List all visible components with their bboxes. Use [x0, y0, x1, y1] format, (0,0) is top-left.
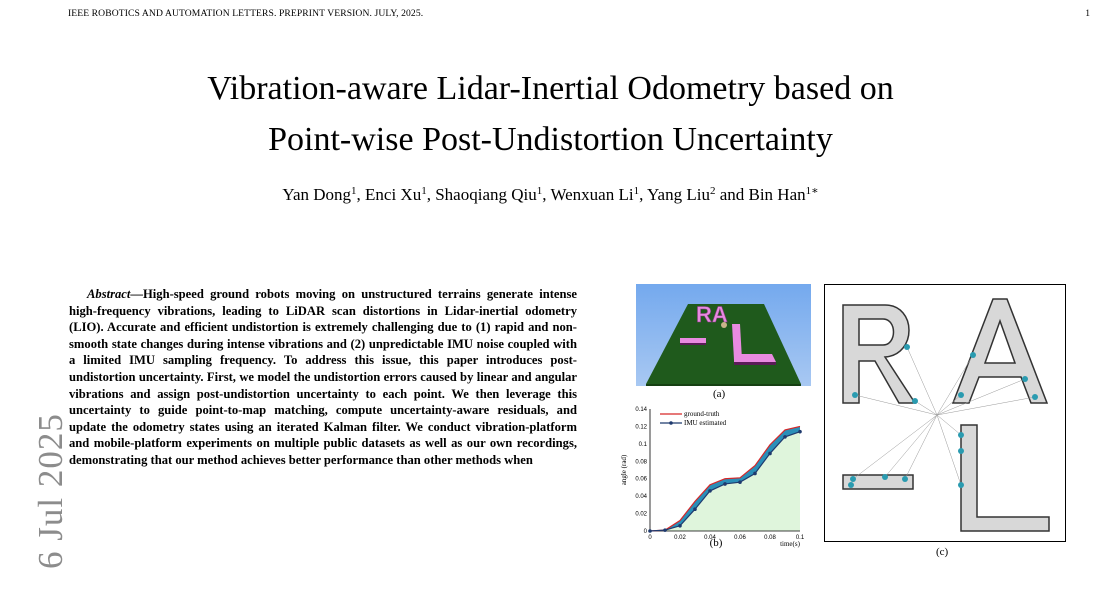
ral-map	[842, 298, 1050, 532]
angle-chart: 0 0.02 0.04 0.06 0.08 0.1 0 0.02 0.04 0.06 0.08 0.1…	[620, 407, 805, 549]
chart-data-point	[663, 528, 667, 532]
scene-bar	[680, 338, 706, 343]
chart-data-point	[738, 480, 742, 484]
chart-area-under-estimate	[650, 431, 800, 531]
chart-x-tick-label: 0	[648, 535, 652, 541]
chart-series-line	[649, 425, 801, 532]
chart-data-point	[798, 429, 802, 434]
arxiv-side-stamp: 6 Jul 2025	[31, 413, 70, 569]
author-list: Yan Dong1, Enci Xu1, Shaoqiang Qiu1, Wen…	[282, 185, 819, 204]
chart-y-tick-label: 0.02	[635, 512, 647, 518]
chart-data-point	[678, 523, 682, 528]
chart-x-label: time(s)	[780, 540, 800, 548]
paper-title: Vibration-aware Lidar-Inertial Odometry …	[0, 63, 1101, 165]
map-letter-a	[951, 298, 1049, 404]
abstract-lead: Abstract	[87, 287, 131, 301]
map-bar	[842, 474, 914, 490]
scene-illustration: RA	[646, 302, 801, 386]
chart-data-point	[768, 451, 772, 456]
author: Yan Dong1	[282, 185, 357, 204]
author: Yang Liu2	[646, 185, 716, 204]
scene-l-foot	[734, 354, 776, 362]
chart-x-tick-label: 0.04	[704, 535, 716, 541]
abstract-text: —High-speed ground robots moving on unst…	[69, 287, 577, 467]
chart-data-point	[708, 489, 712, 493]
chart-x-tick-label: 0.1	[796, 535, 805, 541]
map-letter-l	[960, 424, 1050, 532]
chart-data-point	[693, 507, 697, 512]
chart-x-tick-label: 0.08	[764, 535, 776, 541]
author: Shaoqiang Qiu1	[435, 185, 543, 204]
robot-marker	[721, 322, 727, 328]
chart-x-tick-label: 0.06	[734, 535, 746, 541]
scan-rays	[852, 346, 1036, 486]
running-header: IEEE ROBOTICS AND AUTOMATION LETTERS. PR…	[68, 8, 424, 19]
map-letter-r	[842, 304, 917, 404]
legend-label-ground-truth: ground-truth	[684, 410, 720, 418]
title-line-2: Point-wise Post-Undistortion Uncertainty	[268, 121, 833, 158]
chart-y-tick-label: 0.14	[635, 407, 647, 413]
author: Enci Xu1	[365, 185, 427, 204]
abstract: Abstract—High-speed ground robots moving…	[69, 286, 577, 469]
legend-label-imu: IMU estimated	[684, 419, 727, 427]
chart-data-point	[723, 482, 727, 486]
figure-b-chart: 0 0.02 0.04 0.06 0.08 0.1 0 0.02 0.04 0.06 0.08 0.1…	[616, 401, 810, 549]
chart-y-tick-label: 0	[644, 529, 648, 535]
author: Bin Han1∗	[748, 185, 819, 204]
chart-data-point	[753, 471, 757, 476]
scene-l-stem	[732, 324, 742, 360]
chart-y-label: angle (rad)	[620, 454, 628, 485]
scan-points	[848, 344, 1038, 488]
legend-marker-imu	[669, 421, 673, 425]
figure-a-scene: RA	[636, 284, 811, 386]
chart-y-tick-label: 0.12	[635, 424, 647, 430]
figure-a-caption: (a)	[713, 388, 726, 400]
chart-y-tick-label: 0.06	[635, 477, 647, 483]
chart-y-tick-label: 0.1	[639, 442, 648, 448]
figure-b-caption: (b)	[710, 537, 723, 549]
page-number: 1	[1085, 8, 1090, 19]
chart-y-tick-label: 0.04	[635, 494, 647, 500]
figure-c-caption: (c)	[936, 546, 949, 558]
chart-data-point	[783, 435, 787, 439]
chart-x-tick-label: 0.02	[674, 535, 686, 541]
figure-c-map	[824, 284, 1066, 542]
author: Wenxuan Li1	[550, 185, 640, 204]
chart-data-point	[648, 529, 652, 533]
chart-y-tick-label: 0.08	[635, 459, 647, 465]
title-line-1: Vibration-aware Lidar-Inertial Odometry …	[207, 70, 894, 107]
